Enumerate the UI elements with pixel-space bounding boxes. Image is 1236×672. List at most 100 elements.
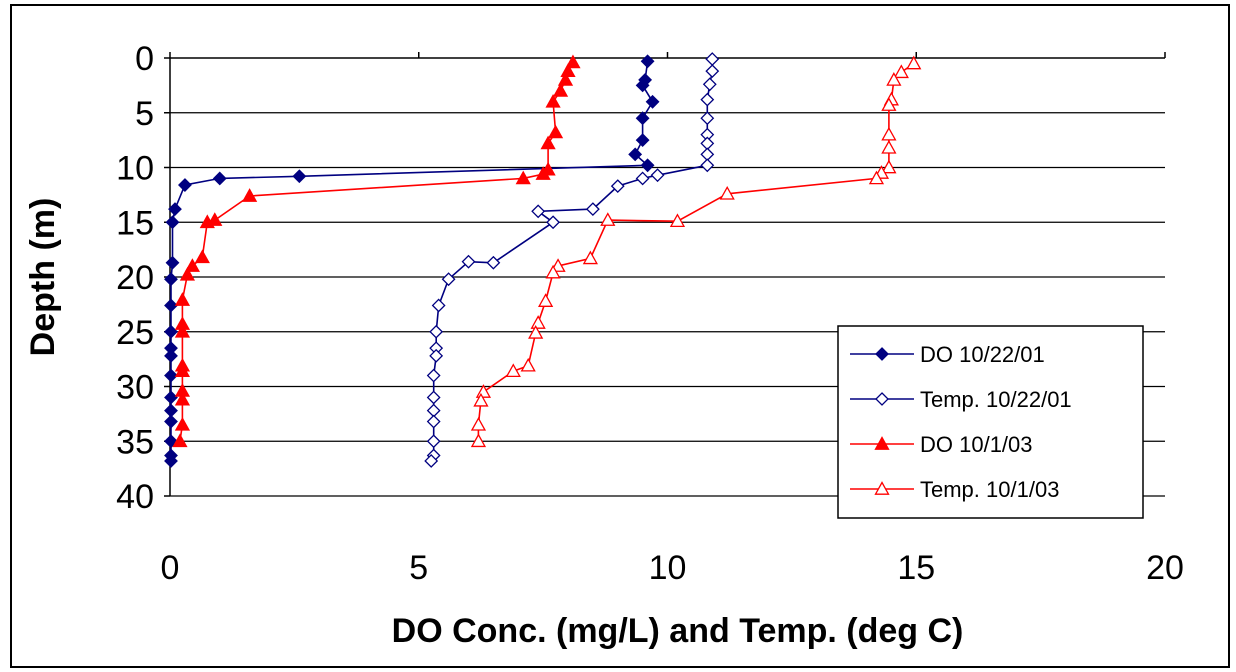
data-point-triangle <box>547 124 564 139</box>
series-0 <box>164 54 660 468</box>
data-point-triangle <box>174 363 191 378</box>
y-tick-label: 35 <box>116 423 154 461</box>
data-point-triangle <box>582 250 598 265</box>
data-point-diamond <box>875 347 889 361</box>
data-point-triangle <box>473 392 489 407</box>
series-1 <box>424 52 720 468</box>
data-point-diamond <box>705 64 720 79</box>
data-point-diamond <box>486 255 501 270</box>
data-point-triangle <box>199 214 215 229</box>
data-point-triangle <box>881 126 897 141</box>
data-point-triangle <box>545 93 561 108</box>
data-point-triangle <box>505 363 521 378</box>
data-point-diamond <box>585 202 600 217</box>
y-tick-label: 30 <box>116 369 154 407</box>
data-point-triangle <box>545 264 561 279</box>
data-point-triangle <box>530 315 546 329</box>
data-point-diamond <box>635 111 650 126</box>
data-point-triangle <box>669 213 686 228</box>
data-point-triangle <box>552 83 569 97</box>
data-point-diamond <box>441 272 456 287</box>
data-point-diamond <box>635 133 650 148</box>
legend-item: DO 10/22/01 <box>850 342 1045 367</box>
series-3 <box>470 55 922 448</box>
data-point-diamond <box>546 215 560 230</box>
data-point-diamond <box>212 171 227 186</box>
series-2 <box>172 54 581 448</box>
x-tick-label: 0 <box>161 549 180 587</box>
y-tick-label: 5 <box>135 95 154 133</box>
data-point-triangle <box>515 170 531 185</box>
y-tick-label: 15 <box>116 204 154 242</box>
data-point-triangle <box>560 63 576 77</box>
legend-item: Temp. 10/1/03 <box>850 477 1059 502</box>
data-point-diamond <box>168 202 182 217</box>
data-point-triangle <box>520 357 536 372</box>
x-axis-title: DO Conc. (mg/L) and Temp. (deg C) <box>392 612 964 650</box>
data-point-diamond <box>429 324 444 339</box>
y-tick-label: 25 <box>116 314 154 352</box>
data-point-triangle <box>475 384 492 398</box>
data-point-triangle <box>174 292 191 306</box>
x-tick-label: 10 <box>649 549 687 587</box>
y-tick-label: 0 <box>135 40 154 78</box>
data-point-diamond <box>461 254 476 269</box>
data-point-diamond <box>635 78 650 93</box>
y-tick-label: 40 <box>116 478 154 516</box>
data-point-diamond <box>426 368 441 383</box>
data-point-triangle <box>893 64 909 79</box>
x-tick-label: 20 <box>1146 549 1184 587</box>
data-point-triangle <box>868 170 885 185</box>
data-point-diamond <box>164 414 178 429</box>
data-point-triangle <box>565 54 581 69</box>
data-point-diamond <box>164 390 178 405</box>
data-point-triangle <box>538 293 554 307</box>
data-point-triangle <box>174 416 191 431</box>
data-point-triangle <box>470 416 487 431</box>
data-point-diamond <box>640 54 655 69</box>
data-point-triangle <box>881 159 897 174</box>
data-point-diamond <box>424 454 439 468</box>
data-point-triangle <box>874 481 890 495</box>
x-tick-label: 15 <box>897 549 935 587</box>
legend-label: Temp. 10/22/01 <box>920 387 1072 412</box>
y-tick-label: 10 <box>116 150 154 188</box>
data-point-diamond <box>645 94 660 109</box>
data-point-triangle <box>174 323 191 338</box>
legend-item: DO 10/1/03 <box>850 432 1033 457</box>
data-point-diamond <box>164 348 178 363</box>
data-point-triangle <box>184 258 200 272</box>
data-point-diamond <box>700 92 715 107</box>
legend-item: Temp. 10/22/01 <box>850 387 1072 412</box>
data-point-diamond <box>531 204 546 219</box>
data-point-triangle <box>194 249 210 264</box>
legend-box <box>837 325 1144 519</box>
data-point-triangle <box>172 433 188 448</box>
data-point-diamond <box>164 272 178 287</box>
chart-frame: 0 5 10 15 20 25 30 35 40 0 5 10 15 20 DO Conc. (mg/L)… <box>10 4 1230 668</box>
grid-lines <box>170 112 1165 497</box>
data-point-diamond <box>165 255 180 270</box>
data-point-diamond <box>650 168 665 183</box>
data-point-diamond <box>705 52 720 67</box>
data-point-triangle <box>881 97 897 111</box>
data-point-diamond <box>164 324 178 339</box>
data-point-diamond <box>610 179 625 194</box>
data-point-diamond <box>875 392 889 406</box>
legend-label: DO 10/22/01 <box>920 342 1045 367</box>
data-point-triangle <box>557 72 574 86</box>
data-point-diamond <box>640 158 655 173</box>
data-point-triangle <box>535 166 551 180</box>
data-point-diamond <box>164 298 178 313</box>
data-point-triangle <box>470 433 487 448</box>
data-point-diamond <box>426 390 441 405</box>
data-point-diamond <box>635 171 650 186</box>
data-point-diamond <box>429 348 444 363</box>
data-point-triangle <box>874 436 890 450</box>
data-point-triangle <box>179 266 196 281</box>
data-point-diamond <box>700 111 715 126</box>
data-point-triangle <box>886 72 902 86</box>
legend: DO 10/22/01 Temp. 10/22/01 DO 10/1/03 Temp.… <box>837 325 1144 519</box>
